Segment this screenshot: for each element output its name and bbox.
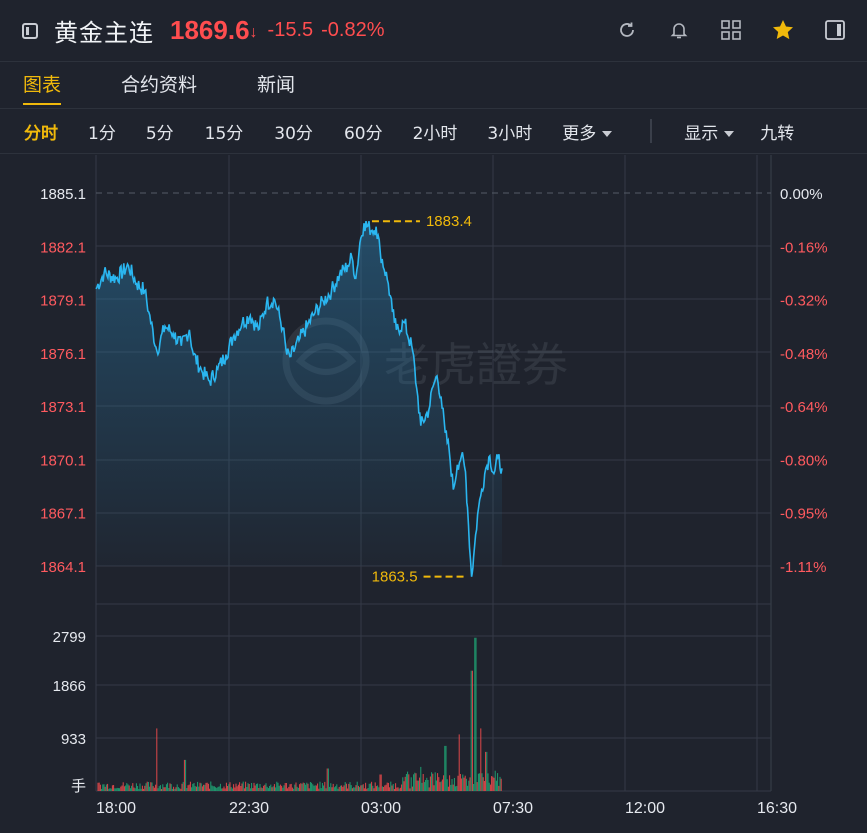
toolbar-divider [650, 119, 653, 143]
period-3h[interactable]: 3小时 [487, 123, 533, 144]
time-axis: 18:00 22:30 03:00 07:30 12:00 16:30 [96, 800, 797, 817]
percent-tick-label: -0.64% [780, 399, 828, 416]
period-60min[interactable]: 60分 [343, 123, 383, 144]
price-area [96, 221, 502, 577]
price-tick-label: 1876.1 [40, 346, 86, 363]
low-marker: 1863.5 [372, 569, 468, 586]
instrument-title: 黄金主连 [54, 19, 154, 47]
period-30min[interactable]: 30分 [274, 123, 313, 144]
header-actions [587, 18, 847, 42]
price-tick-label: 1870.1 [40, 452, 86, 469]
volume-tick-label: 2799 [53, 629, 86, 646]
percent-tick-label: 0.00% [780, 186, 823, 203]
refresh-icon[interactable] [615, 18, 639, 42]
volume-tick-label: 手 [71, 778, 86, 795]
high-price-label: 1883.4 [426, 213, 472, 230]
volume-bars [97, 637, 502, 791]
sidebar-toggle-icon[interactable] [22, 22, 38, 39]
percent-tick-label: -0.80% [780, 452, 828, 469]
price-line [95, 220, 503, 577]
intraday-chart[interactable]: 老虎證券 1885.11882.11879.11876.11873.11870.… [0, 155, 867, 833]
price-tick-label: 1882.1 [40, 239, 86, 256]
time-tick-label: 12:00 [625, 800, 665, 817]
percent-tick-label: -0.32% [780, 293, 828, 310]
percent-tick-label: -1.11% [780, 559, 826, 576]
star-icon[interactable] [771, 18, 795, 42]
time-tick-label: 18:00 [96, 800, 136, 817]
main-tabs: 图表 合约资料 新闻 [0, 62, 867, 108]
high-marker: 1883.4 [371, 213, 472, 230]
period-intraday[interactable]: 分时 [24, 123, 58, 144]
period-toolbar: 分时 1分 5分 15分 30分 60分 2小时 3小时 更多 显示 九转 [0, 108, 867, 154]
price-change: -15.5 [267, 19, 314, 41]
header-bar: 黄金主连 1869.6 ↓ -15.5 -0.82% [0, 0, 867, 62]
chevron-down-icon [602, 130, 613, 137]
tab-news[interactable]: 新闻 [257, 74, 296, 96]
price-axis: 1885.1 1882.1 1879.1 1876.1 1873.1 1870.1 1867… [40, 186, 86, 576]
display-label: 显示 [684, 123, 719, 144]
volume-tick-label: 933 [61, 731, 86, 748]
period-15min[interactable]: 15分 [204, 123, 244, 144]
low-price-label: 1863.5 [372, 569, 418, 586]
percent-tick-label: -0.16% [780, 239, 828, 256]
time-tick-label: 22:30 [229, 800, 269, 817]
volume-axis: 2799 1866 933 手 [53, 629, 86, 795]
panel-icon[interactable] [823, 18, 847, 42]
percent-tick-label: -0.95% [780, 506, 828, 523]
time-tick-label: 07:30 [493, 800, 533, 817]
price-tick-label: 1879.1 [40, 293, 86, 310]
bell-icon[interactable] [667, 18, 691, 42]
more-periods-label: 更多 [562, 123, 597, 144]
price-tick-label: 1873.1 [40, 399, 86, 416]
price-tick-label: 1864.1 [40, 559, 86, 576]
percent-tick-label: -0.48% [780, 346, 828, 363]
display-dropdown[interactable]: 显示 [684, 119, 735, 144]
price-tick-label: 1867.1 [40, 506, 86, 523]
period-2h[interactable]: 2小时 [412, 123, 458, 144]
volume-tick-label: 1866 [53, 678, 86, 695]
nine-turn-button[interactable]: 九转 [760, 123, 795, 144]
time-tick-label: 16:30 [757, 800, 797, 817]
period-5min[interactable]: 5分 [145, 123, 174, 144]
grid-icon[interactable] [719, 18, 743, 42]
price-down-arrow-icon: ↓ [249, 23, 258, 41]
last-price: 1869.6 [170, 15, 250, 45]
tab-contract-info[interactable]: 合约资料 [121, 74, 198, 96]
time-tick-label: 03:00 [361, 800, 401, 817]
percent-axis: 0.00% -0.16% -0.32% -0.48% -0.64% -0.80% -0.95… [780, 186, 828, 576]
more-periods-dropdown[interactable]: 更多 [562, 119, 613, 144]
chevron-down-icon [724, 130, 735, 137]
price-change-percent: -0.82% [321, 19, 385, 41]
tab-chart[interactable]: 图表 [23, 62, 62, 108]
price-tick-label: 1885.1 [40, 186, 86, 203]
period-1min[interactable]: 1分 [88, 123, 116, 144]
